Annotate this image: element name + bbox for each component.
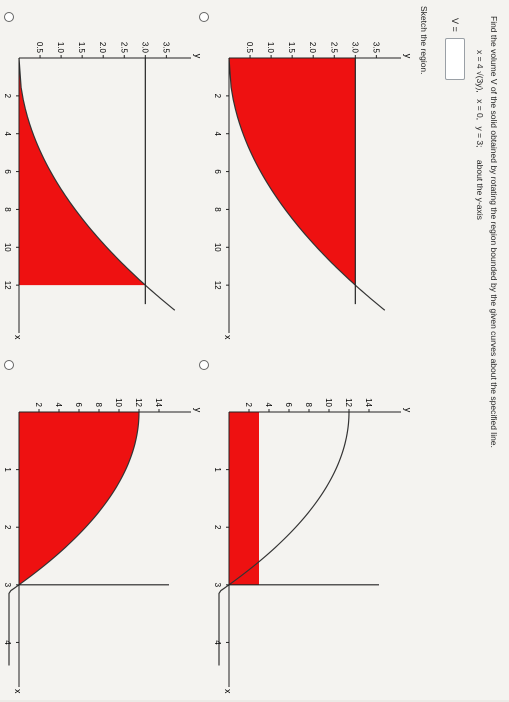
option-c-graph[interactable]: 2 4 6 8 10 12 0.5 1.0 1.5 2.0 2.5 3.0 3.5 x y — [0, 18, 209, 348]
y-tick-label: 6 — [74, 403, 83, 408]
y-tick-label: 1.5 — [77, 42, 86, 54]
region-fill — [19, 412, 139, 585]
bound2: y = 3; — [475, 126, 485, 148]
equation: x = 4 √(3y), x = 0, y = 3; about the y-a… — [475, 50, 485, 224]
x-tick-label: 1 — [3, 467, 12, 472]
region-fill — [229, 58, 356, 286]
x-tick-label: 12 — [213, 281, 222, 290]
curve-equation: x = 4 √(3y), — [475, 50, 485, 93]
x-axis-label: x — [13, 689, 23, 694]
y-tick-label: 2 — [244, 403, 253, 408]
option-a-svg: 2 4 6 8 10 12 0.5 1.0 1.5 2.0 2.5 3.0 3.5 x y — [213, 42, 413, 340]
y-tick-label: 2.5 — [119, 42, 128, 54]
option-d-radio[interactable] — [4, 360, 14, 370]
x-tick-label: 4 — [213, 640, 222, 645]
region-fill — [229, 412, 259, 585]
x-tick-label: 12 — [3, 281, 12, 290]
option-b-graph[interactable]: 1 2 3 4 2 4 6 8 10 12 14 x y — [209, 372, 419, 702]
x-tick-label: 10 — [3, 243, 12, 252]
x-tick-label: 8 — [3, 207, 12, 212]
y-tick-label: 1.5 — [287, 42, 296, 54]
x-tick-label: 4 — [3, 640, 12, 645]
x-tick-label: 6 — [213, 169, 222, 174]
y-tick-label: 4 — [264, 403, 273, 408]
y-tick-label: 10 — [114, 398, 123, 407]
curve-line — [8, 411, 140, 666]
y-tick-label: 12 — [344, 398, 353, 407]
question-text: Find the volume V of the solid obtained … — [489, 16, 499, 448]
y-axis-label: y — [403, 408, 413, 413]
curve-line — [228, 57, 386, 311]
region-fill — [19, 58, 146, 286]
x-tick-label: 8 — [213, 207, 222, 212]
x-tick-label: 2 — [3, 525, 12, 530]
y-tick-label: 3.0 — [140, 42, 149, 54]
answer-row: V = — [445, 18, 465, 80]
answer-label: V = — [450, 18, 460, 32]
y-tick-label: 1.0 — [266, 42, 275, 54]
y-tick-label: 10 — [324, 398, 333, 407]
curve-line — [18, 57, 176, 311]
option-c-svg: 2 4 6 8 10 12 0.5 1.0 1.5 2.0 2.5 3.0 3.5 x y — [3, 42, 203, 340]
y-tick-label: 8 — [304, 403, 313, 408]
y-tick-label: 14 — [154, 398, 163, 407]
y-tick-label: 6 — [284, 403, 293, 408]
y-tick-label: 14 — [364, 398, 373, 407]
x-tick-label: 2 — [213, 94, 222, 99]
x-tick-label: 6 — [3, 169, 12, 174]
y-axis-label: y — [403, 54, 413, 59]
x-axis-label: x — [223, 689, 233, 694]
y-tick-label: 8 — [94, 403, 103, 408]
y-tick-label: 4 — [54, 403, 63, 408]
y-tick-label: 2.0 — [308, 42, 317, 54]
y-tick-label: 0.5 — [245, 42, 254, 54]
curve-line — [218, 411, 350, 666]
option-d-graph[interactable]: 1 2 3 4 2 4 6 8 10 12 14 x y — [0, 372, 209, 702]
y-tick-label: 0.5 — [35, 42, 44, 54]
x-axis-label: x — [13, 335, 23, 340]
y-axis-label: y — [193, 408, 203, 413]
y-tick-label: 2.5 — [329, 42, 338, 54]
y-tick-label: 3.5 — [161, 42, 170, 54]
y-axis-label: y — [193, 54, 203, 59]
option-b-radio[interactable] — [199, 360, 209, 370]
x-tick-label: 2 — [213, 525, 222, 530]
y-tick-label: 2 — [34, 403, 43, 408]
bound1: x = 0, — [475, 99, 485, 121]
x-tick-label: 1 — [213, 467, 222, 472]
rotation-axis: about the y-axis — [475, 159, 485, 220]
option-a-graph[interactable]: 2 4 6 8 10 12 0.5 1.0 1.5 2.0 2.5 3.0 3.5 x y — [209, 18, 419, 348]
y-tick-label: 1.0 — [56, 42, 65, 54]
y-tick-label: 2.0 — [98, 42, 107, 54]
y-tick-label: 12 — [134, 398, 143, 407]
x-tick-label: 10 — [213, 243, 222, 252]
x-tick-label: 2 — [3, 94, 12, 99]
x-tick-label: 3 — [213, 583, 222, 588]
x-tick-label: 3 — [3, 583, 12, 588]
x-axis-label: x — [223, 335, 233, 340]
x-tick-label: 4 — [3, 131, 12, 136]
answer-input[interactable] — [445, 37, 465, 80]
sketch-label: Sketch the region. — [419, 6, 429, 75]
y-tick-label: 3.5 — [371, 42, 380, 54]
y-tick-label: 3.0 — [350, 42, 359, 54]
x-tick-label: 4 — [213, 131, 222, 136]
